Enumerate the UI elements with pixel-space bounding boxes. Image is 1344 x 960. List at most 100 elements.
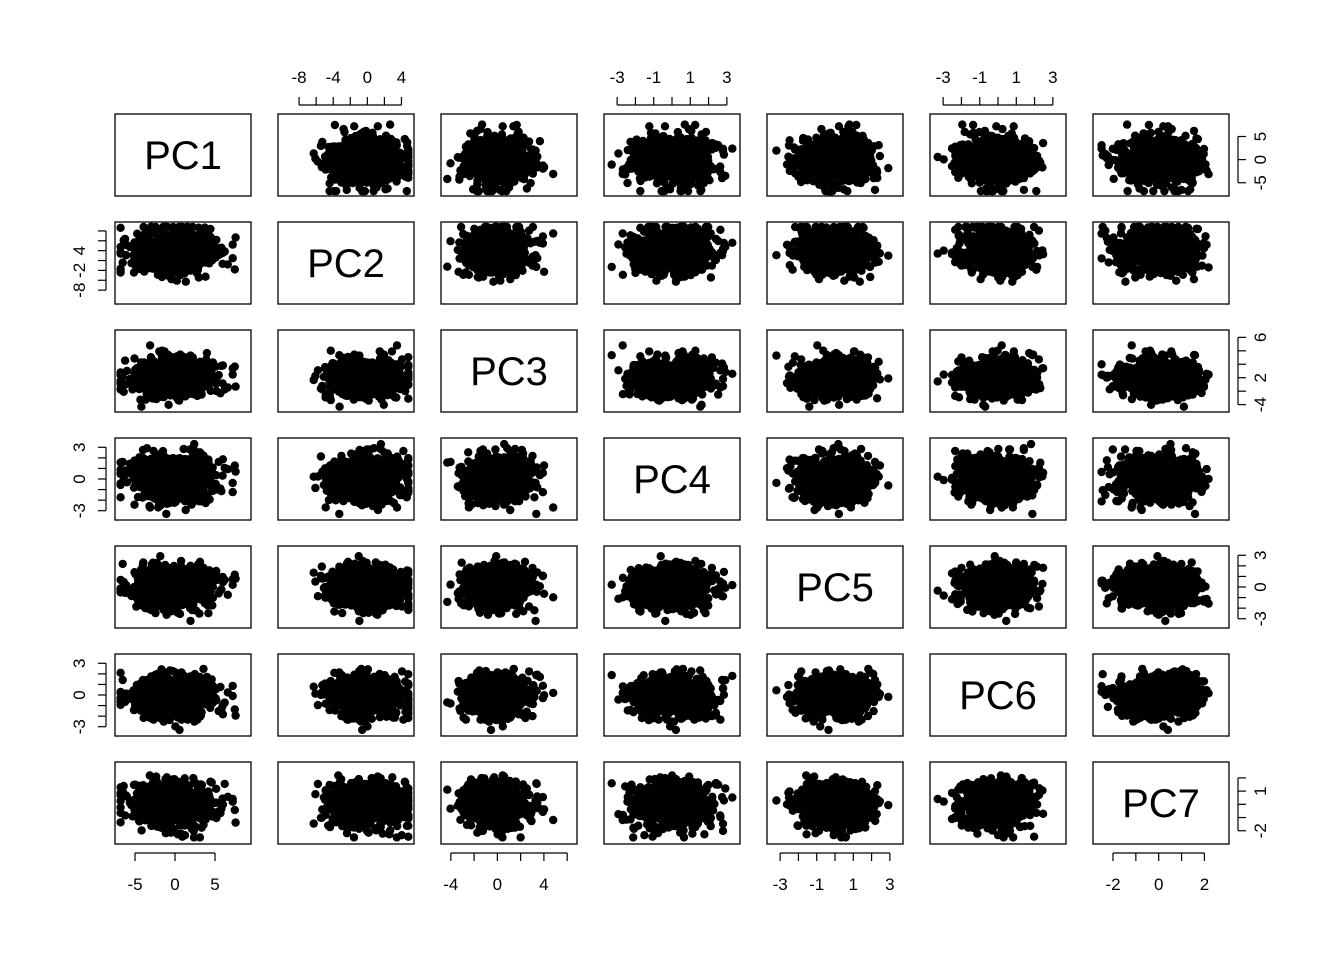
data-point (1024, 166, 1032, 174)
data-point (350, 145, 358, 153)
data-point (979, 154, 987, 162)
data-point (1126, 150, 1134, 158)
data-point (529, 169, 537, 177)
data-point (473, 180, 481, 188)
data-point (809, 159, 817, 167)
data-point (386, 120, 394, 128)
data-point (1155, 161, 1163, 169)
data-point (629, 145, 637, 153)
data-point (397, 166, 405, 174)
variable-label: PC1 (144, 134, 222, 178)
data-point (343, 166, 351, 174)
data-point (481, 181, 489, 189)
data-point (638, 151, 646, 159)
data-point (314, 158, 322, 166)
data-point (818, 140, 826, 148)
data-point (1119, 158, 1127, 166)
data-point (626, 159, 634, 167)
data-point (351, 166, 359, 174)
data-point (1109, 145, 1117, 153)
data-point (951, 148, 959, 156)
data-point (1184, 187, 1192, 195)
data-point (636, 187, 644, 195)
data-point (843, 187, 851, 195)
data-point (657, 152, 665, 160)
data-point (996, 179, 1004, 187)
data-point (1142, 130, 1150, 138)
data-point (536, 137, 544, 145)
data-point (467, 166, 475, 174)
data-point (956, 141, 964, 149)
data-point (369, 140, 377, 148)
data-point (1168, 125, 1176, 133)
panel-pc1-pc6 (930, 114, 1066, 196)
data-point (403, 187, 411, 195)
data-point (494, 161, 502, 169)
data-point (1140, 187, 1148, 195)
data-point (700, 145, 708, 153)
data-point (1141, 146, 1149, 154)
data-point (802, 170, 810, 178)
data-point (614, 149, 622, 157)
data-point (1106, 158, 1114, 166)
data-point (377, 179, 385, 187)
data-point (1009, 145, 1017, 153)
data-point (716, 162, 724, 170)
data-point (673, 169, 681, 177)
data-point (708, 139, 716, 147)
panel-pc1-pc2 (278, 114, 414, 196)
data-point (772, 146, 780, 154)
data-point (623, 179, 631, 187)
data-point (997, 170, 1005, 178)
data-point (335, 152, 343, 160)
data-point (791, 145, 799, 153)
data-point (369, 132, 377, 140)
data-point (815, 179, 823, 187)
data-point (969, 121, 977, 129)
data-point (1118, 150, 1126, 158)
data-point (116, 224, 124, 232)
data-point (486, 157, 494, 165)
data-point (1097, 145, 1105, 153)
data-point (509, 122, 517, 130)
panel-pc1-pc5 (767, 114, 903, 196)
data-point (987, 155, 995, 163)
data-point (498, 130, 506, 138)
data-point (443, 175, 451, 183)
data-point (361, 187, 369, 195)
data-point (1021, 134, 1029, 142)
data-point (519, 140, 527, 148)
data-point (635, 164, 643, 172)
data-point (506, 155, 514, 163)
data-point (500, 179, 508, 187)
panel-pc1-pc4 (604, 114, 740, 196)
data-point (835, 166, 843, 174)
data-point (1134, 165, 1142, 173)
data-point (975, 165, 983, 173)
data-point (374, 122, 382, 130)
data-point (876, 152, 884, 160)
data-point (446, 159, 454, 167)
data-point (1168, 139, 1176, 147)
data-point (1180, 141, 1188, 149)
data-point (549, 170, 557, 178)
data-point (697, 130, 705, 138)
data-point (958, 120, 966, 128)
data-point (666, 157, 674, 165)
panel-pc1-pc7 (1093, 114, 1229, 196)
data-point (803, 146, 811, 154)
data-point (1010, 122, 1018, 130)
data-point (940, 155, 948, 163)
data-point (368, 155, 376, 163)
data-point (1198, 156, 1206, 164)
data-point (846, 171, 854, 179)
data-point (669, 179, 677, 187)
data-point (358, 154, 366, 162)
data-point (1123, 187, 1131, 195)
data-point (696, 166, 704, 174)
data-point (470, 132, 478, 140)
data-point (1172, 166, 1180, 174)
data-point (964, 167, 972, 175)
